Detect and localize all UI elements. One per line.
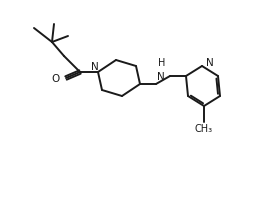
Text: CH₃: CH₃ (195, 124, 213, 134)
Text: N: N (157, 72, 165, 82)
Text: O: O (52, 74, 60, 84)
Text: N: N (206, 58, 214, 68)
Text: H: H (158, 58, 166, 68)
Text: N: N (91, 62, 99, 72)
